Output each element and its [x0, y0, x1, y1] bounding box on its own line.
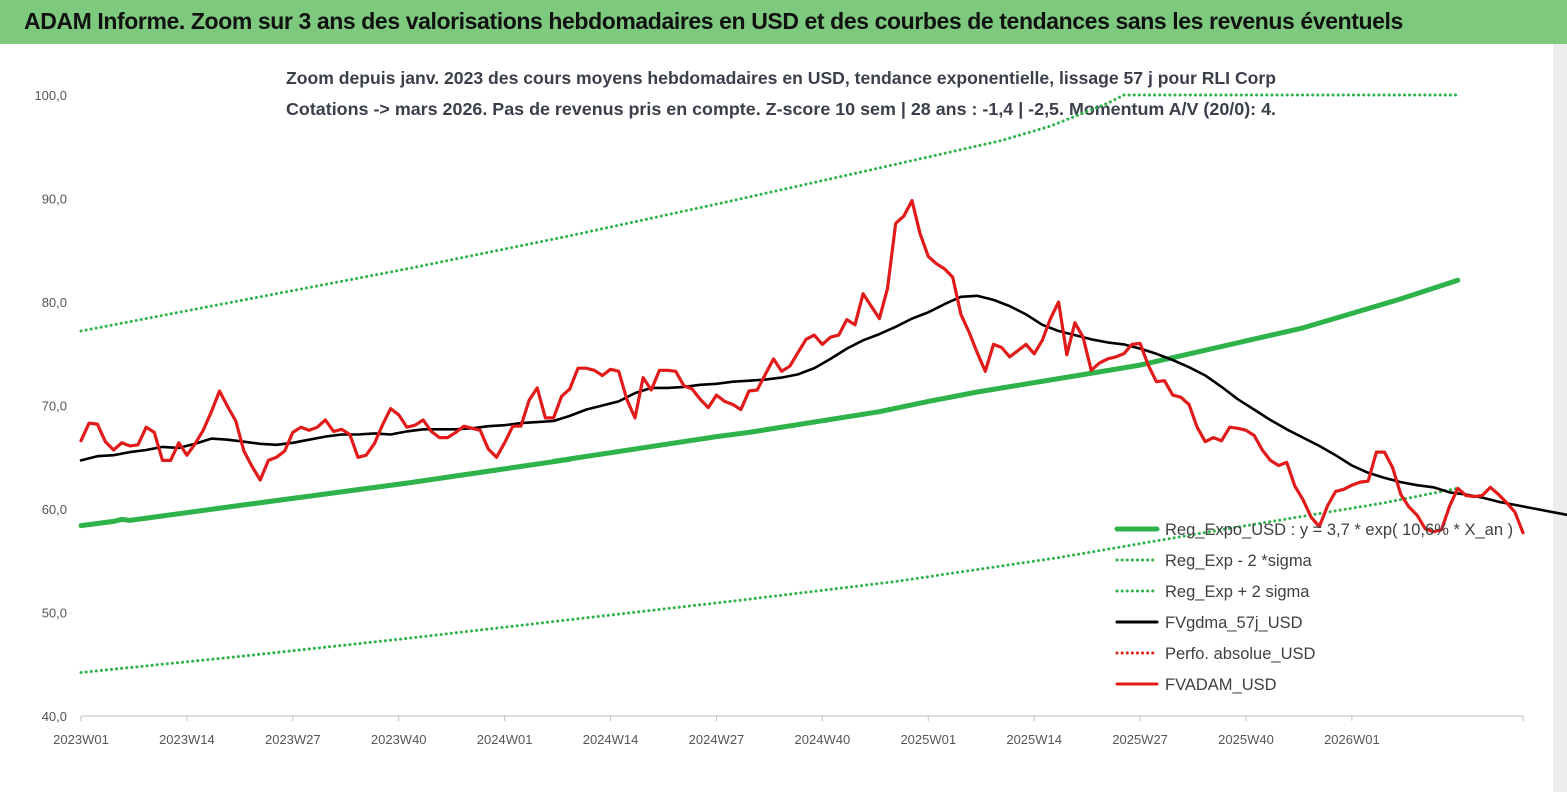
chart-subtitle: Cotations -> mars 2026. Pas de revenus p…: [286, 99, 1276, 119]
x-tick-label: 2024W01: [477, 732, 533, 747]
legend: Reg_Expo_USD : y = 3,7 * exp( 10,6% * X_…: [1114, 521, 1513, 694]
legend-label: Reg_Exp - 2 *sigma: [1165, 552, 1313, 570]
axes-group: 40,0 50,0 60,0 70,0 80,0 90,0 100,0 2023W01 2023…: [34, 88, 1524, 747]
x-tick-label: 2025W01: [900, 732, 956, 747]
y-tick-label: 50,0: [42, 606, 67, 621]
y-tick-label: 80,0: [42, 295, 67, 310]
x-tick-label: 2026W01: [1324, 732, 1380, 747]
y-tick-label: 90,0: [42, 192, 67, 207]
chart-title: Zoom depuis janv. 2023 des cours moyens …: [286, 68, 1276, 88]
x-tick-label: 2024W40: [795, 732, 851, 747]
legend-label: Perfo. absolue_USD: [1165, 645, 1316, 663]
legend-label: FVADAM_USD: [1165, 676, 1277, 694]
x-tick-label: 2023W40: [371, 732, 427, 747]
legend-label: FVgdma_57j_USD: [1165, 614, 1303, 632]
x-tick-label: 2024W14: [583, 732, 639, 747]
x-tick-label: 2023W27: [265, 732, 321, 747]
legend-label: Reg_Expo_USD : y = 3,7 * exp( 10,6% * X_…: [1165, 521, 1513, 539]
y-tick-label: 70,0: [42, 399, 67, 414]
series-group: [78, 93, 1567, 674]
x-tick-label: 2023W14: [159, 732, 215, 747]
x-tick-label: 2023W01: [53, 732, 109, 747]
reg-expo-line: [78, 277, 1461, 529]
legend-label: Reg_Exp + 2 sigma: [1165, 583, 1310, 601]
y-tick-label: 40,0: [42, 709, 67, 724]
window-edge: [1553, 44, 1567, 792]
reg-minus-2sigma-line: [79, 486, 1460, 674]
x-tick-label: 2025W27: [1112, 732, 1168, 747]
y-tick-label: 100,0: [34, 88, 67, 103]
y-tick-label: 60,0: [42, 502, 67, 517]
x-tick-label: 2025W40: [1218, 732, 1274, 747]
fvadam-line: [79, 199, 1525, 535]
x-tick-label: 2024W27: [689, 732, 745, 747]
x-tick-label: 2025W14: [1006, 732, 1062, 747]
reg-plus-2sigma-line: [79, 93, 1460, 333]
page-title: ADAM Informe. Zoom sur 3 ans des valoris…: [24, 8, 1403, 34]
header-bar: ADAM Informe. Zoom sur 3 ans des valoris…: [0, 0, 1567, 44]
